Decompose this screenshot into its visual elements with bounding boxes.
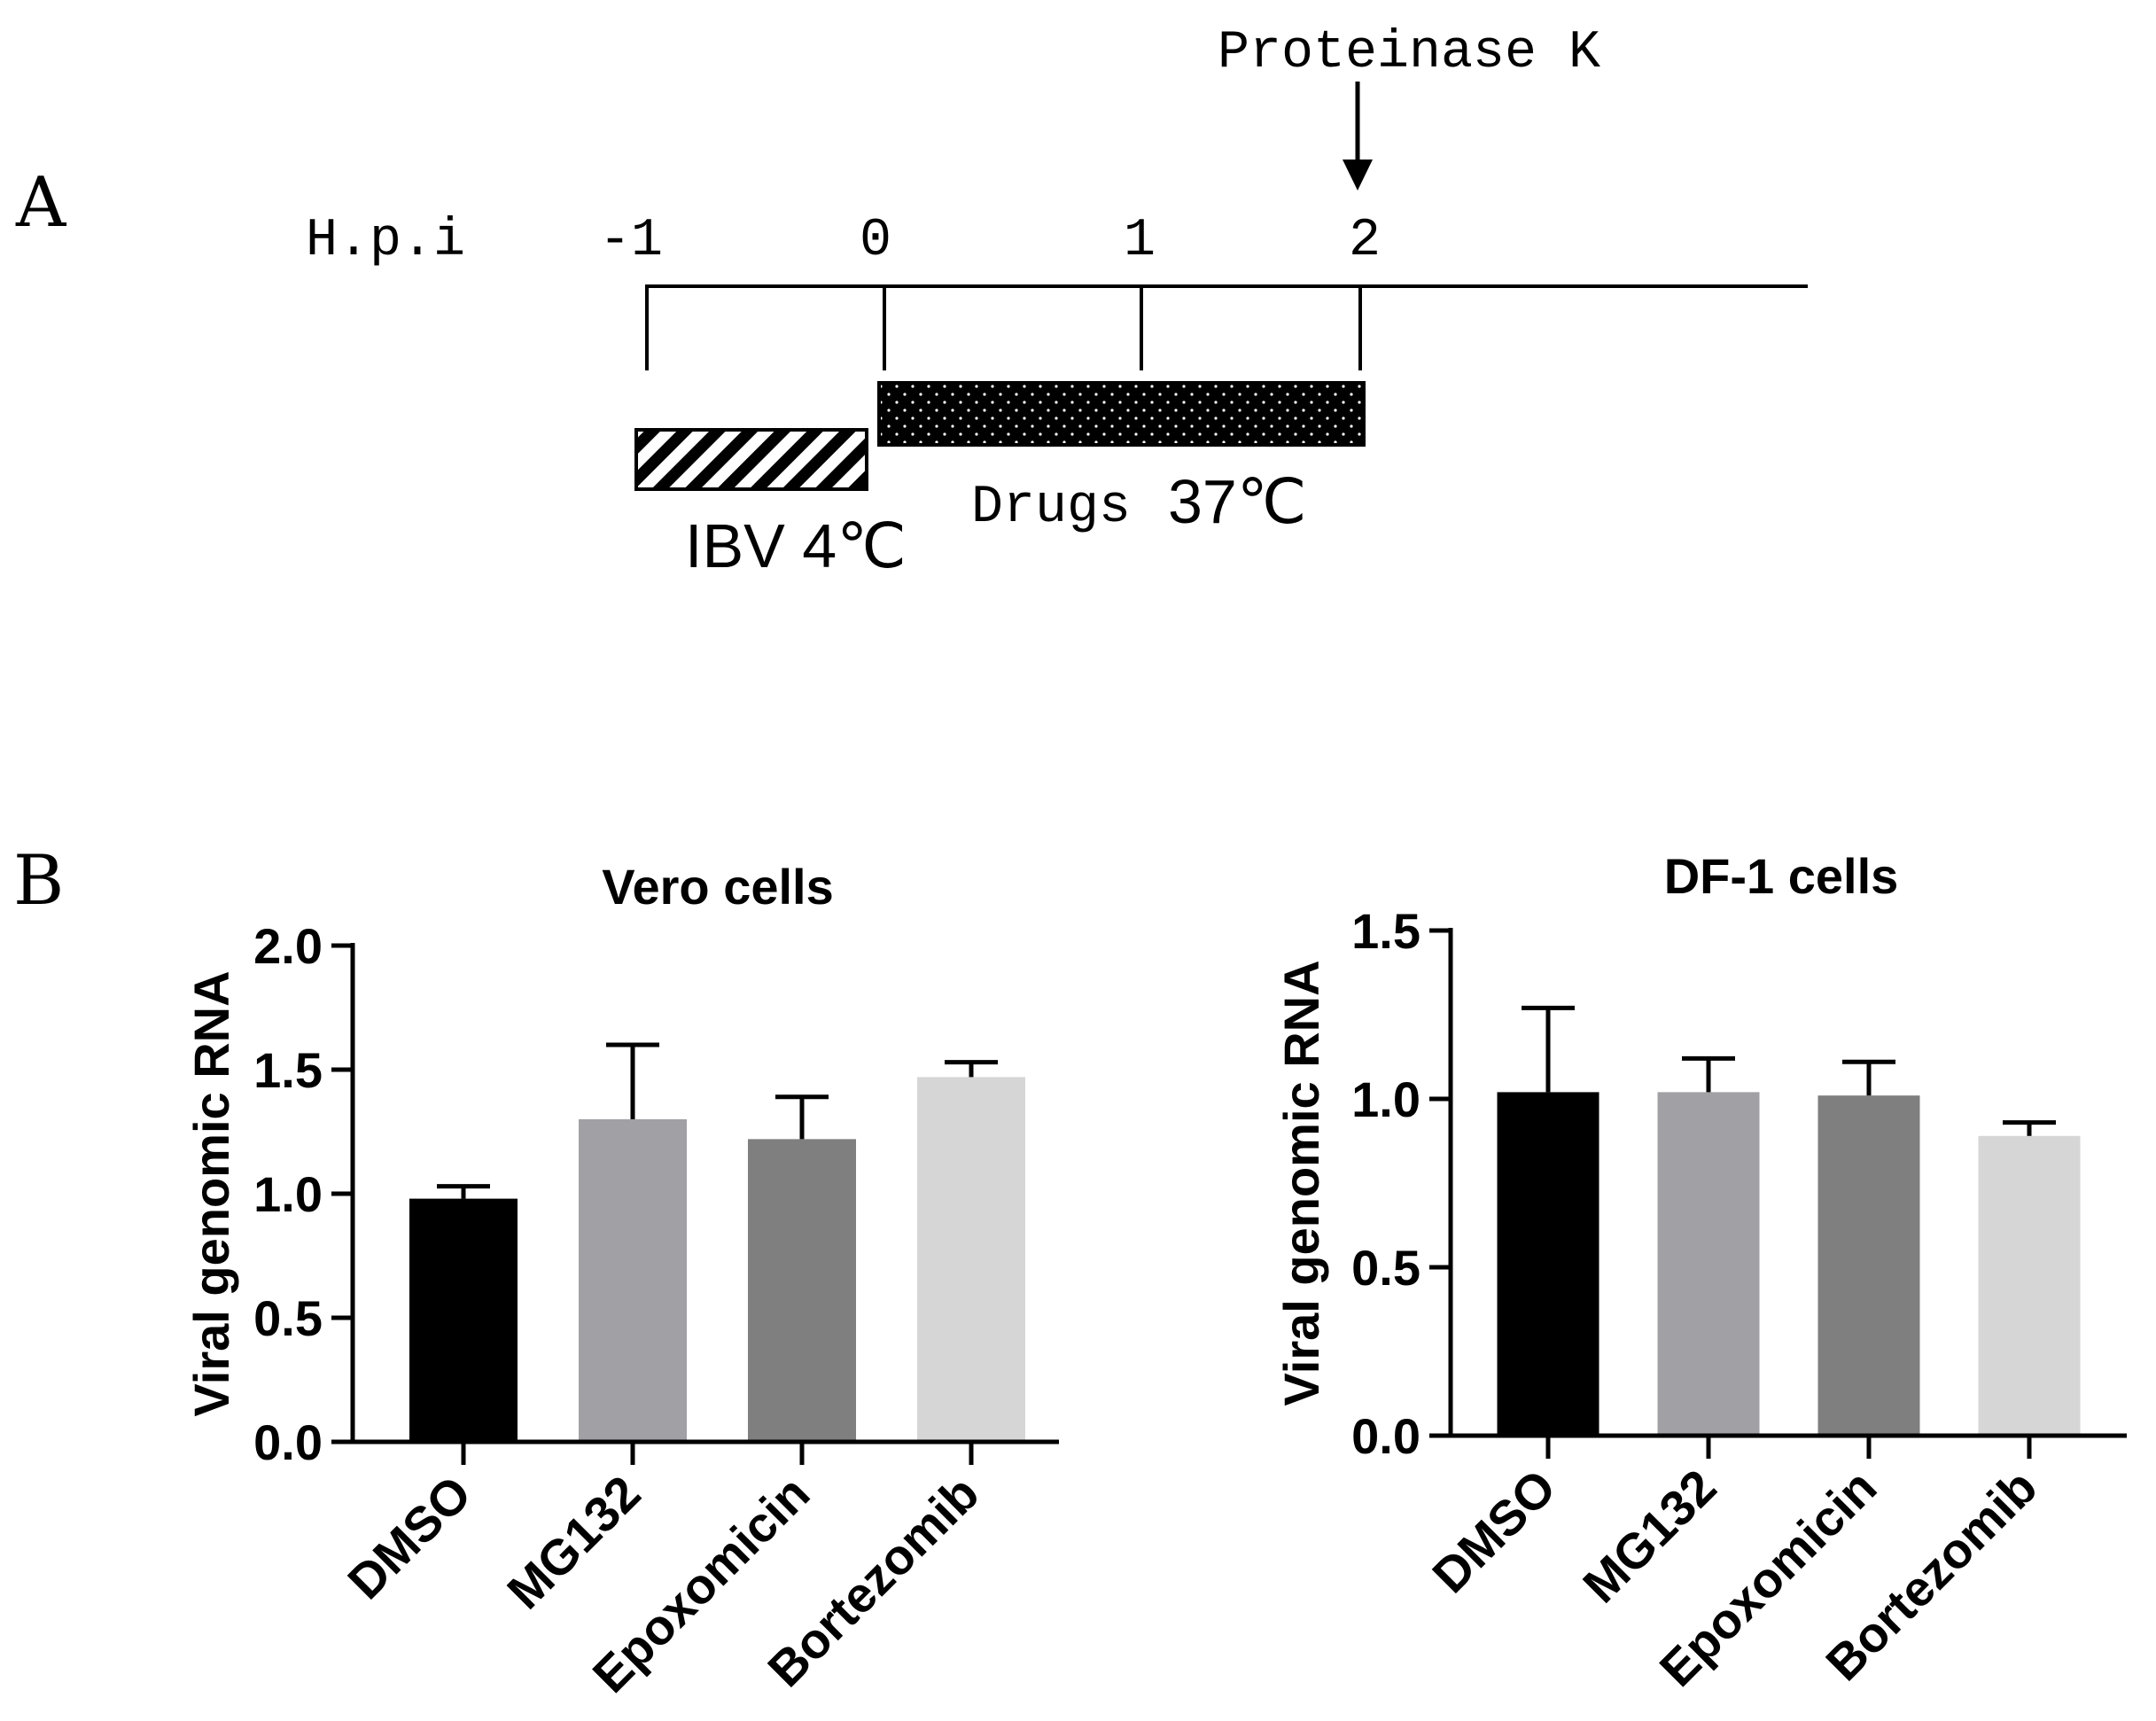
vero-bar-bortezomib (917, 1077, 1025, 1442)
tick-label-1: 1 (1124, 211, 1156, 271)
df1-bar-mg132 (1657, 1092, 1760, 1436)
df1-x-tick-label-mg132: MG132 (1572, 1459, 1726, 1613)
panel-a-label: A (15, 163, 67, 243)
drugs-label: Drugs (971, 478, 1131, 538)
vero-bar-epoxomicin (748, 1139, 856, 1442)
vero-y-tick-label: 2.0 (253, 918, 323, 974)
panel-b-label: B (13, 841, 64, 921)
vero-x-tick-label-mg132: MG132 (496, 1465, 650, 1619)
vero-bar-dmso (409, 1198, 518, 1442)
vero-bar-mg132 (579, 1119, 687, 1442)
tick-label-2: 2 (1349, 211, 1381, 271)
panel-a: A H.p.i -1 0 1 2 Proteinase K IBV 4℃ Dru… (15, 23, 1808, 580)
df1-y-tick-label: 0.0 (1351, 1408, 1420, 1464)
drugs-temp-label: 37℃ (1168, 467, 1306, 536)
ibv-incubation-bar (634, 428, 868, 491)
df1-y-tick-label: 1.5 (1351, 903, 1420, 959)
proteinase-arrow-head (1343, 160, 1373, 191)
tick-label-minus1: -1 (599, 211, 663, 271)
vero-y-tick-label: 0.0 (253, 1414, 323, 1470)
drugs-treatment-bar (877, 381, 1366, 447)
df1-y-tick-label: 0.5 (1351, 1240, 1420, 1296)
hpi-label: H.p.i (306, 211, 465, 271)
chart-df1-cells: DF-1 cells Viral genomic RNA 0.0 0.5 1.0 1.5 D… (1273, 848, 2127, 1697)
df1-y-tick-label: 1.0 (1351, 1071, 1420, 1127)
proteinase-k-label: Proteinase K (1218, 23, 1600, 83)
vero-y-axis-label: Viral genomic RNA (183, 970, 239, 1416)
vero-x-tick-label-dmso: DMSO (337, 1465, 481, 1609)
vero-chart-title: Vero cells (602, 859, 834, 915)
df1-bar-dmso (1497, 1092, 1599, 1436)
vero-y-tick-label: 1.5 (253, 1042, 323, 1098)
vero-y-tick-label: 0.5 (253, 1290, 323, 1346)
df1-bar-bortezomib (1978, 1135, 2081, 1436)
df1-x-tick-label-dmso: DMSO (1421, 1459, 1566, 1603)
df1-y-axis-label: Viral genomic RNA (1273, 960, 1329, 1406)
df1-chart-title: DF-1 cells (1664, 848, 1899, 904)
vero-y-tick-label: 1.0 (253, 1166, 323, 1222)
ibv-label: IBV 4℃ (685, 511, 907, 580)
df1-bar-epoxomicin (1817, 1095, 1920, 1436)
tick-label-0: 0 (860, 211, 891, 271)
